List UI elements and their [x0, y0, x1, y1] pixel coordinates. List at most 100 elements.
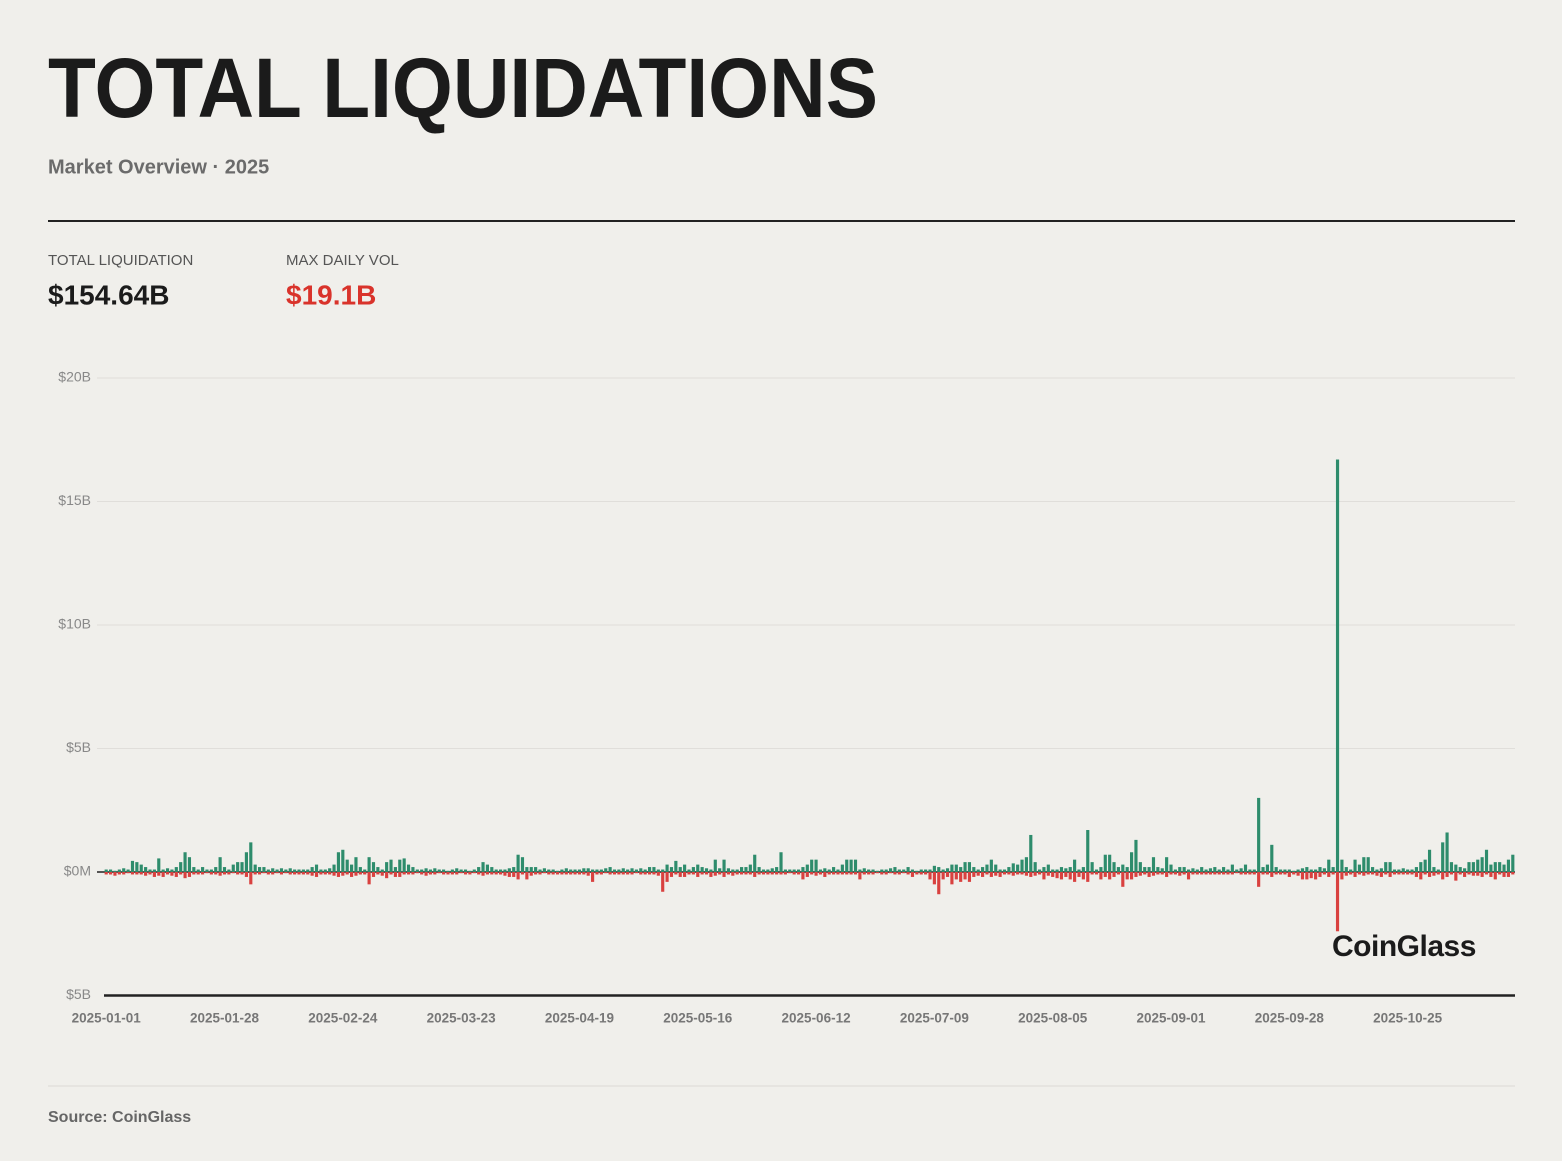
bar [157, 858, 161, 872]
bar [1055, 869, 1059, 872]
bar [617, 869, 621, 872]
bar [621, 868, 625, 872]
bar [630, 868, 634, 872]
bar [1287, 869, 1291, 872]
bar [669, 872, 674, 877]
bar [520, 857, 525, 872]
bar [823, 872, 827, 877]
bar [271, 868, 275, 872]
bar [1397, 869, 1401, 872]
bar [845, 872, 849, 875]
bar [608, 872, 612, 875]
bar [332, 864, 336, 872]
bar [1147, 872, 1151, 877]
bar [148, 869, 152, 872]
bar [1208, 868, 1213, 872]
bar [354, 857, 358, 872]
bar [1449, 872, 1454, 875]
x-tick-label: 2025-01-28 [190, 1011, 260, 1026]
bar [976, 869, 980, 872]
bar [371, 872, 376, 877]
bar [1406, 872, 1410, 875]
bar [209, 872, 213, 875]
bar [981, 872, 985, 877]
bar [1007, 872, 1011, 875]
bar [617, 872, 621, 875]
bar [1296, 872, 1300, 876]
bar [941, 869, 945, 872]
bar [345, 872, 349, 875]
bar [161, 869, 165, 872]
bar [376, 867, 380, 872]
bar [1274, 872, 1278, 875]
bar [1116, 867, 1121, 872]
bar [1200, 867, 1204, 872]
bar [1493, 872, 1497, 880]
bar [468, 870, 472, 872]
bar [253, 872, 257, 875]
bar [1239, 872, 1243, 875]
bar [1489, 872, 1493, 877]
bar [192, 867, 196, 872]
bar [310, 867, 314, 872]
bar [1502, 872, 1506, 877]
bar [801, 867, 805, 872]
bar [1484, 849, 1489, 872]
bar [1143, 867, 1147, 872]
bar [122, 872, 126, 875]
x-tick-label: 2025-03-23 [427, 1011, 497, 1026]
bar [402, 858, 406, 872]
bar [994, 864, 998, 872]
bar [529, 867, 533, 872]
stat-value: $154.64B [48, 279, 169, 310]
bar [205, 869, 209, 872]
bar [1217, 872, 1221, 875]
bar [1265, 864, 1269, 872]
bar [639, 872, 643, 875]
bar [1261, 872, 1265, 875]
bar [915, 872, 919, 875]
bar [393, 872, 397, 877]
bar [696, 864, 700, 872]
bar [906, 867, 910, 872]
bar [135, 862, 139, 872]
bar [1335, 872, 1340, 932]
bar [1375, 869, 1379, 872]
bar [630, 872, 634, 875]
bar [1318, 867, 1322, 872]
bar [179, 872, 183, 875]
bar [472, 869, 476, 872]
bar [985, 864, 989, 872]
bar [240, 872, 244, 875]
bar [1094, 869, 1099, 872]
bar [814, 859, 818, 872]
bar [1414, 872, 1418, 877]
bar [954, 864, 958, 872]
bar [994, 872, 998, 876]
bar [1349, 872, 1353, 875]
bar [1024, 872, 1028, 876]
bar [1169, 864, 1173, 872]
bar [836, 872, 840, 875]
bar [1441, 842, 1445, 872]
y-tick-label: $5B [66, 739, 91, 755]
bar [884, 872, 888, 875]
bar [902, 872, 906, 874]
bar [1081, 872, 1085, 880]
bar [937, 872, 941, 895]
bar [1392, 869, 1397, 872]
bar [1033, 872, 1037, 876]
bar [236, 872, 240, 875]
bar [634, 872, 638, 874]
x-tick-label: 2025-07-09 [900, 1011, 969, 1026]
bar [853, 859, 858, 872]
bar [555, 872, 560, 875]
bar [687, 869, 691, 872]
bar [906, 872, 910, 875]
bar [626, 872, 630, 875]
y-tick-label: $15B [58, 492, 91, 508]
bar [1463, 868, 1467, 872]
bar [1454, 872, 1458, 881]
